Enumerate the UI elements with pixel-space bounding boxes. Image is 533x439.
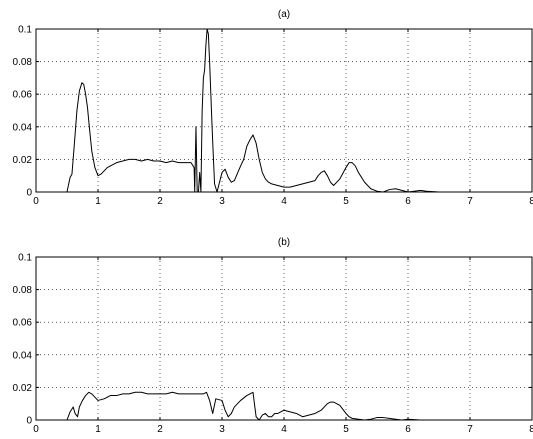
series-line-b-0 (36, 391, 532, 421)
chart-panel-a: (a) 0 1 2 3 4 5 6 7 8 0 0.02 0.04 0.06 0.08 0.1 (13, 9, 533, 207)
x-tick-label-a: 3 (219, 196, 225, 207)
y-tick-label-b: 0.04 (13, 350, 33, 361)
chart-panel-b: (b) 0 1 2 3 4 5 6 7 8 0 0.02 0.04 0.06 0.08 0.1 (13, 237, 533, 435)
x-tick-label-b: 8 (529, 424, 533, 435)
x-tick-label-a: 1 (95, 196, 101, 207)
x-tick-label-b: 1 (95, 424, 101, 435)
chart-title-a: (a) (278, 9, 290, 20)
y-tick-label-b: 0 (26, 416, 32, 427)
x-tick-label-a: 5 (343, 196, 349, 207)
x-tick-label-a: 0 (33, 196, 39, 207)
x-tick-label-b: 7 (467, 424, 473, 435)
y-tick-label-a: 0 (26, 188, 32, 199)
x-tick-label-a: 6 (405, 196, 411, 207)
y-tick-label-a: 0.1 (18, 25, 32, 36)
x-tick-label-b: 0 (33, 424, 39, 435)
x-tick-label-b: 6 (405, 424, 411, 435)
x-tick-label-a: 8 (529, 196, 533, 207)
y-tick-label-b: 0.1 (18, 253, 32, 264)
y-tick-label-a: 0.08 (13, 57, 33, 68)
y-tick-label-b: 0.08 (13, 285, 33, 296)
series-line-a-0 (36, 28, 532, 193)
y-tick-label-a: 0.06 (13, 90, 33, 101)
y-tick-label-a: 0.02 (13, 155, 33, 166)
x-tick-label-b: 2 (157, 424, 163, 435)
x-tick-label-a: 4 (281, 196, 287, 207)
y-tick-label-b: 0.02 (13, 383, 33, 394)
x-tick-label-a: 2 (157, 196, 163, 207)
x-tick-label-b: 3 (219, 424, 225, 435)
y-tick-label-b: 0.06 (13, 318, 33, 329)
y-tick-label-a: 0.04 (13, 122, 33, 133)
x-tick-label-b: 5 (343, 424, 349, 435)
x-tick-label-a: 7 (467, 196, 473, 207)
chart-title-b: (b) (278, 237, 290, 248)
x-tick-label-b: 4 (281, 424, 287, 435)
